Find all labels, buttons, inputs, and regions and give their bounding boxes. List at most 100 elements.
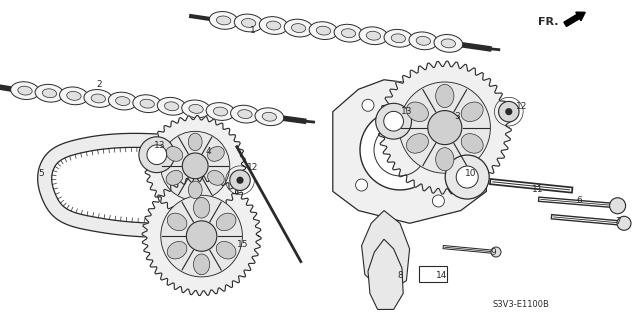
- Ellipse shape: [207, 170, 224, 185]
- Ellipse shape: [213, 107, 228, 116]
- Ellipse shape: [164, 102, 179, 111]
- Text: 5: 5: [39, 169, 44, 178]
- Text: FR.: FR.: [538, 17, 558, 27]
- Circle shape: [499, 101, 519, 122]
- Ellipse shape: [266, 21, 281, 30]
- Ellipse shape: [341, 29, 356, 38]
- Circle shape: [461, 176, 473, 188]
- Ellipse shape: [262, 112, 276, 121]
- Ellipse shape: [18, 86, 32, 95]
- Ellipse shape: [67, 92, 81, 100]
- Text: 12: 12: [247, 163, 259, 172]
- Ellipse shape: [207, 146, 224, 161]
- Polygon shape: [378, 61, 511, 194]
- Ellipse shape: [167, 241, 187, 259]
- Ellipse shape: [193, 197, 210, 218]
- Text: 3: 3: [455, 112, 460, 121]
- Circle shape: [384, 111, 403, 131]
- Ellipse shape: [91, 94, 106, 103]
- Ellipse shape: [140, 99, 154, 108]
- Ellipse shape: [108, 92, 137, 110]
- Text: 6: 6: [577, 197, 582, 205]
- Circle shape: [362, 99, 374, 111]
- Circle shape: [445, 155, 489, 199]
- Ellipse shape: [188, 133, 202, 151]
- Ellipse shape: [241, 19, 256, 27]
- Text: 15: 15: [237, 240, 249, 249]
- Circle shape: [230, 170, 250, 190]
- Polygon shape: [368, 239, 403, 309]
- Ellipse shape: [193, 254, 210, 275]
- Circle shape: [399, 82, 490, 173]
- Ellipse shape: [230, 105, 259, 123]
- Circle shape: [161, 195, 243, 277]
- Text: 9: 9: [490, 248, 495, 256]
- Circle shape: [147, 145, 166, 165]
- Circle shape: [433, 195, 444, 207]
- Ellipse shape: [166, 146, 183, 161]
- Ellipse shape: [316, 26, 331, 35]
- Ellipse shape: [157, 97, 186, 115]
- Ellipse shape: [309, 22, 338, 40]
- Text: 7: 7: [615, 217, 620, 226]
- Ellipse shape: [116, 97, 130, 106]
- Circle shape: [376, 103, 412, 139]
- Ellipse shape: [182, 100, 211, 118]
- Circle shape: [236, 177, 244, 184]
- Circle shape: [420, 93, 431, 105]
- Text: 13: 13: [154, 141, 166, 150]
- Ellipse shape: [366, 31, 381, 40]
- Text: 14: 14: [436, 271, 447, 280]
- Ellipse shape: [255, 108, 284, 126]
- Ellipse shape: [35, 84, 64, 102]
- Ellipse shape: [461, 134, 483, 153]
- Ellipse shape: [167, 213, 187, 231]
- Circle shape: [610, 198, 626, 214]
- Polygon shape: [38, 133, 202, 237]
- Ellipse shape: [334, 24, 363, 42]
- Text: 4: 4: [205, 147, 211, 156]
- Circle shape: [617, 216, 631, 230]
- Polygon shape: [362, 211, 410, 293]
- Polygon shape: [142, 177, 261, 295]
- Ellipse shape: [42, 89, 56, 98]
- Ellipse shape: [436, 85, 454, 108]
- Circle shape: [356, 179, 367, 191]
- Text: 12: 12: [516, 102, 527, 111]
- Ellipse shape: [11, 82, 40, 100]
- FancyArrow shape: [564, 12, 585, 26]
- Ellipse shape: [461, 102, 483, 122]
- Ellipse shape: [84, 90, 113, 107]
- Ellipse shape: [60, 87, 88, 105]
- Text: 1: 1: [250, 26, 255, 35]
- Ellipse shape: [189, 104, 204, 113]
- Text: 13: 13: [401, 107, 412, 116]
- Ellipse shape: [284, 19, 313, 37]
- Ellipse shape: [234, 14, 263, 32]
- Ellipse shape: [238, 110, 252, 119]
- Polygon shape: [333, 80, 486, 223]
- Ellipse shape: [416, 36, 431, 45]
- Ellipse shape: [259, 17, 288, 34]
- Text: 8: 8: [397, 271, 403, 280]
- Circle shape: [505, 108, 513, 115]
- Ellipse shape: [384, 29, 413, 47]
- Ellipse shape: [209, 11, 238, 29]
- Ellipse shape: [133, 95, 161, 113]
- Circle shape: [182, 153, 208, 179]
- Ellipse shape: [216, 241, 236, 259]
- Ellipse shape: [188, 181, 202, 199]
- Ellipse shape: [434, 34, 463, 52]
- Circle shape: [161, 131, 230, 200]
- Ellipse shape: [436, 148, 454, 171]
- Circle shape: [461, 99, 473, 111]
- Ellipse shape: [406, 134, 428, 153]
- Circle shape: [139, 137, 175, 173]
- Ellipse shape: [206, 103, 235, 120]
- Ellipse shape: [391, 34, 406, 43]
- Circle shape: [428, 111, 462, 145]
- Ellipse shape: [409, 32, 438, 50]
- Ellipse shape: [216, 213, 236, 231]
- Circle shape: [491, 247, 501, 257]
- Ellipse shape: [359, 27, 388, 45]
